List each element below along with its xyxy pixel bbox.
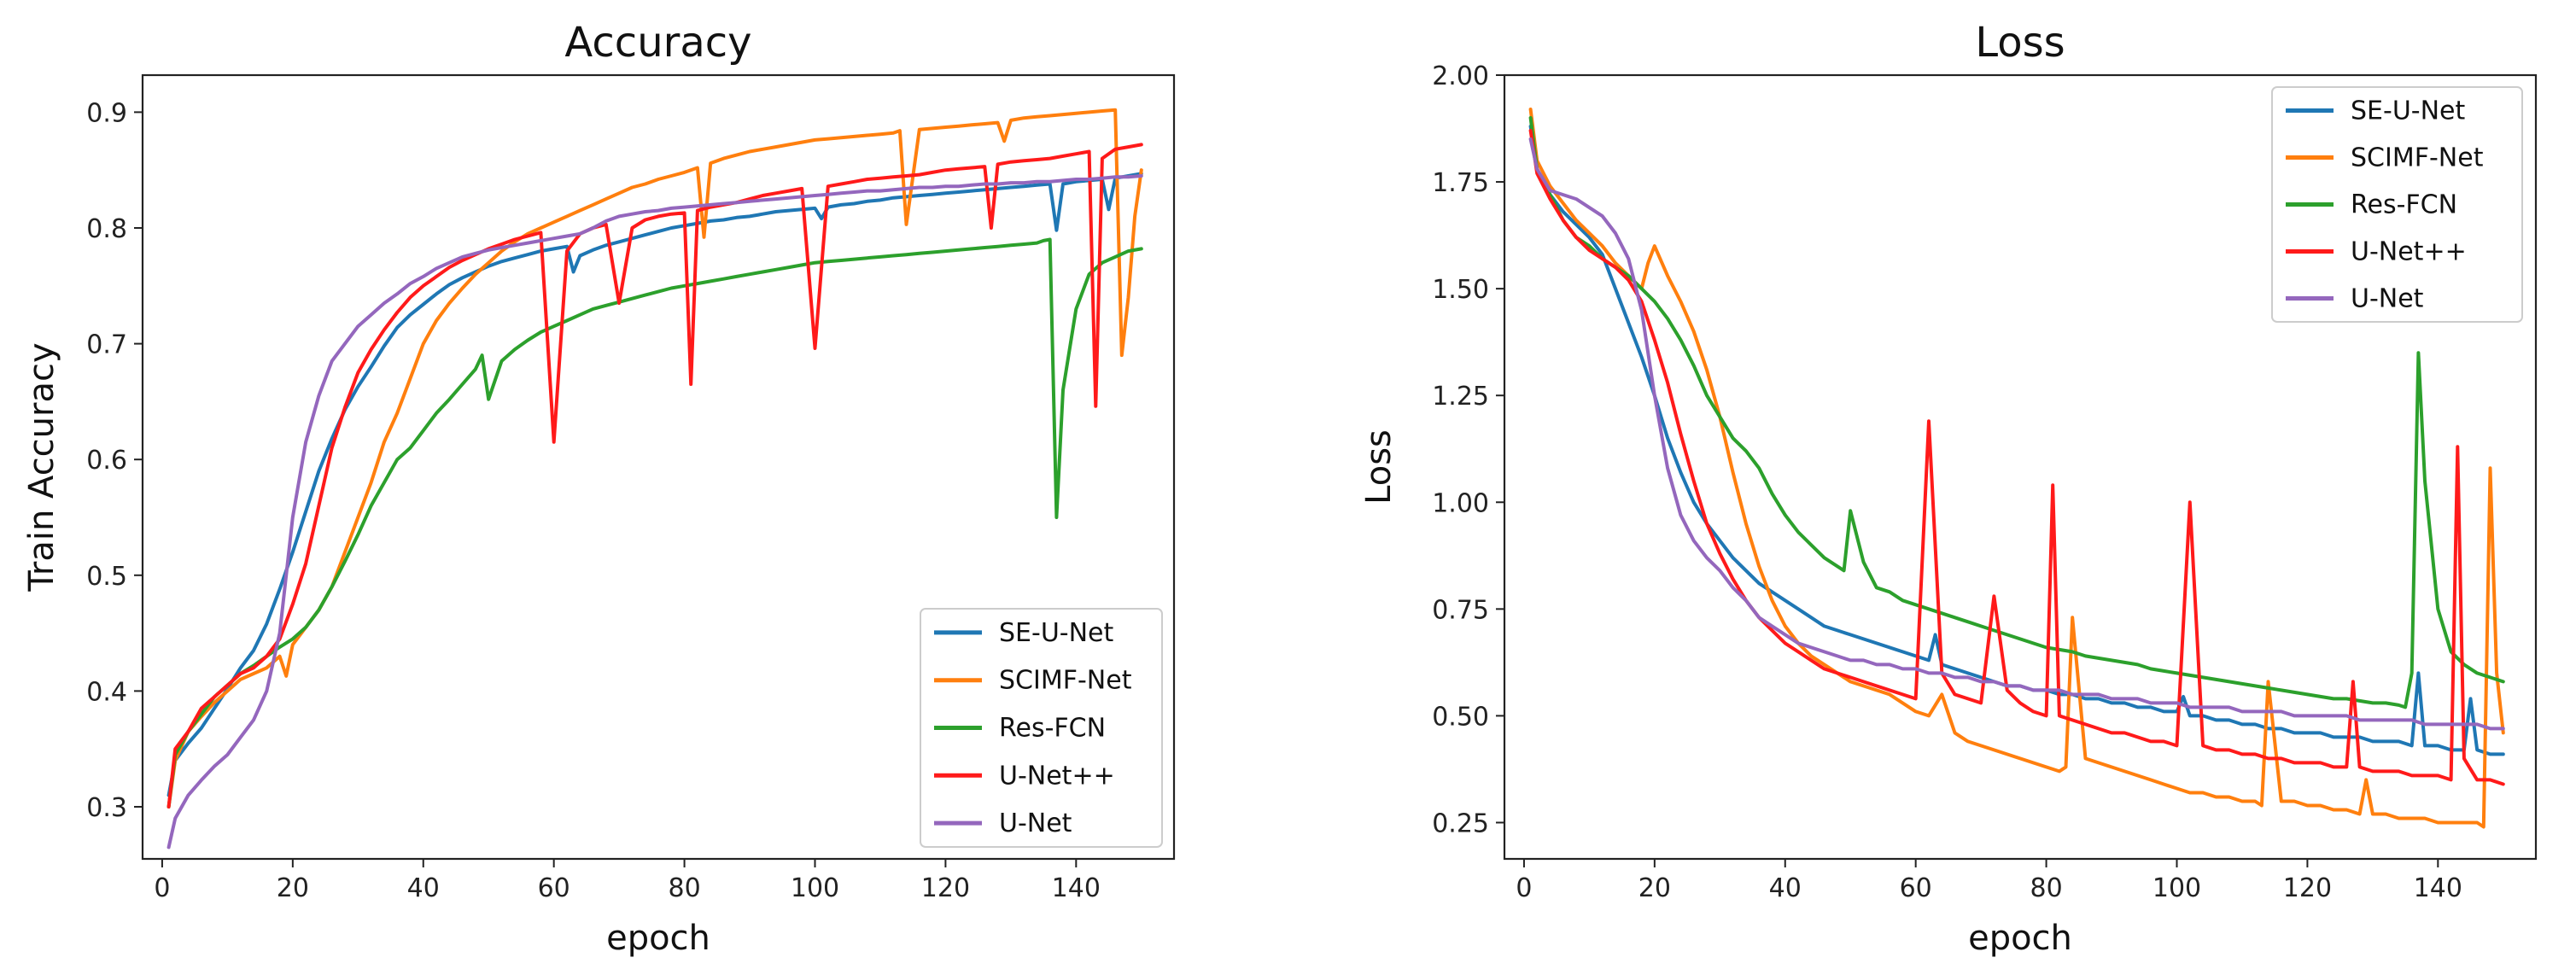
- x-tick-label: 20: [277, 873, 309, 903]
- x-tick-label: 80: [2030, 873, 2062, 903]
- chart-title: Loss: [1975, 19, 2065, 67]
- x-tick-label: 40: [1769, 873, 1802, 903]
- y-tick-label: 2.00: [1432, 61, 1489, 91]
- x-tick-label: 60: [538, 873, 570, 903]
- plot-frame: [141, 73, 1176, 861]
- x-tick-label: 80: [668, 873, 700, 903]
- x-tick-label: 40: [407, 873, 440, 903]
- legend-label: U-Net++: [999, 761, 1115, 791]
- series-line-u-net: [1528, 137, 2505, 731]
- legend: SE-U-Net SCIMF-Net Res-FCN U-Net++ U-Net: [920, 608, 1163, 848]
- axis-ticks: 0 20 40 60 80 100 120 140 0.25 0.50 0.75 1.00 1.25 1.…: [1432, 61, 2462, 903]
- legend-label: SE-U-Net: [2351, 96, 2466, 126]
- x-tick-label: 0: [1516, 873, 1532, 903]
- series-line-u-net-: [1528, 129, 2505, 786]
- legend-label: U-Net++: [2351, 237, 2467, 267]
- plot-lines: [166, 108, 1143, 849]
- legend-box: [920, 608, 1163, 848]
- series-line-res-fcn: [166, 237, 1143, 809]
- y-tick-label: 0.4: [86, 677, 127, 707]
- legend-label: Res-FCN: [999, 714, 1106, 744]
- y-tick-label: 0.8: [86, 214, 127, 244]
- legend-box: [2271, 86, 2523, 323]
- plot-lines: [1528, 108, 2505, 829]
- legend-label: Res-FCN: [2351, 190, 2457, 220]
- legend-label: U-Net: [999, 809, 1072, 838]
- x-tick-label: 0: [154, 873, 170, 903]
- x-tick-label: 140: [1052, 873, 1101, 903]
- legend-label: U-Net: [2351, 284, 2424, 314]
- legend-label: SCIMF-Net: [2351, 143, 2484, 173]
- series-line-u-net: [166, 174, 1143, 849]
- y-tick-label: 1.00: [1432, 488, 1489, 518]
- y-tick-label: 0.5: [86, 562, 127, 592]
- y-tick-label: 1.50: [1432, 275, 1489, 305]
- series-line-res-fcn: [1528, 116, 2505, 709]
- y-tick-label: 1.75: [1432, 168, 1489, 198]
- y-tick-label: 1.25: [1432, 382, 1489, 412]
- x-tick-label: 100: [791, 873, 839, 903]
- y-tick-label: 0.9: [86, 98, 127, 128]
- y-axis-label: Train Accuracy: [22, 342, 61, 592]
- x-axis-label: epoch: [1968, 919, 2072, 958]
- y-tick-label: 0.7: [86, 330, 127, 360]
- series-line-scimf-net: [1528, 108, 2505, 829]
- x-tick-label: 100: [2153, 873, 2201, 903]
- y-tick-label: 0.50: [1432, 702, 1489, 732]
- legend-label: SE-U-Net: [999, 618, 1114, 648]
- series-line-u-net-: [166, 143, 1143, 809]
- chart-title: Accuracy: [564, 19, 751, 67]
- legend: SE-U-Net SCIMF-Net Res-FCN U-Net++ U-Net: [2271, 86, 2523, 323]
- accuracy-chart: Accuracy epoch Train Accuracy 0 20 40 60 80 1…: [22, 19, 1176, 958]
- x-tick-label: 120: [2283, 873, 2332, 903]
- plot-frame: [1503, 73, 2538, 861]
- y-axis-label: Loss: [1359, 429, 1399, 505]
- y-tick-label: 0.3: [86, 793, 127, 823]
- axis-ticks: 0 20 40 60 80 100 120 140 0.3 0.4 0.5 0.6 0.7 0.8 0.9: [86, 98, 1101, 903]
- y-tick-label: 0.25: [1432, 809, 1489, 838]
- x-tick-label: 60: [1900, 873, 1932, 903]
- x-tick-label: 120: [921, 873, 970, 903]
- y-tick-label: 0.6: [86, 446, 127, 476]
- x-axis-label: epoch: [606, 919, 710, 958]
- y-tick-label: 0.75: [1432, 595, 1489, 625]
- x-tick-label: 20: [1638, 873, 1671, 903]
- loss-chart: Loss epoch Loss 0 20 40 60 80 100 120 140 0.25 0.…: [1359, 19, 2538, 958]
- legend-label: SCIMF-Net: [999, 666, 1132, 696]
- x-tick-label: 140: [2414, 873, 2462, 903]
